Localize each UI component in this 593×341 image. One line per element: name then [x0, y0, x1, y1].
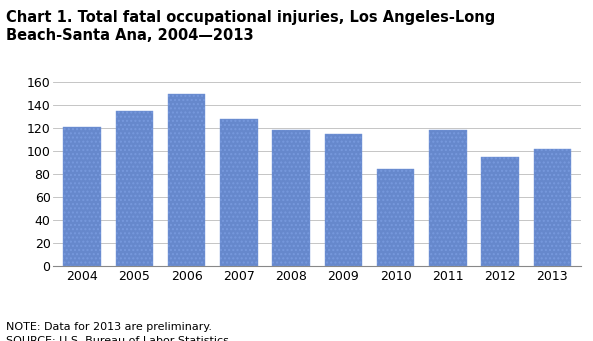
Bar [63, 127, 101, 266]
Bar [168, 94, 205, 266]
Text: NOTE: Data for 2013 are preliminary.: NOTE: Data for 2013 are preliminary. [6, 322, 212, 332]
Bar [429, 130, 467, 266]
Text: Chart 1. Total fatal occupational injuries, Los Angeles-Long Beach-Santa Ana, 20: Chart 1. Total fatal occupational injuri… [6, 10, 495, 43]
Bar [272, 130, 310, 266]
Bar [377, 169, 415, 266]
Bar [534, 149, 571, 266]
Text: SOURCE: U.S. Bureau of Labor Statistics.: SOURCE: U.S. Bureau of Labor Statistics. [6, 336, 232, 341]
Bar [116, 110, 153, 266]
Bar [324, 134, 362, 266]
Bar [482, 157, 519, 266]
Bar [220, 119, 258, 266]
